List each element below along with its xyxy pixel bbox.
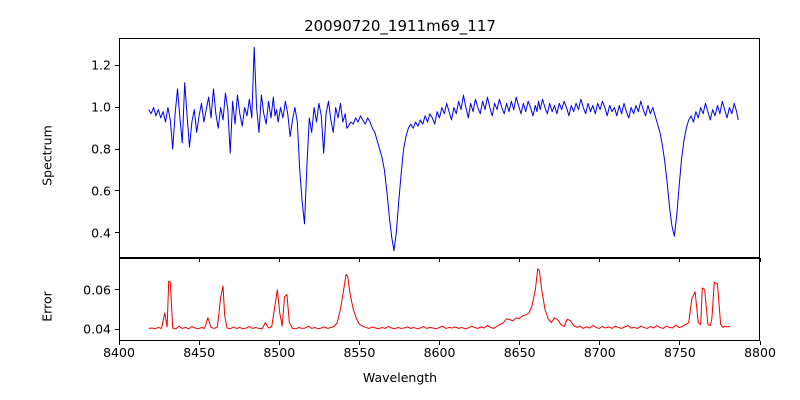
x-tick-label-8400: 8400 bbox=[103, 345, 135, 360]
x-tick-mark-top-8750 bbox=[679, 258, 681, 262]
error-plot-area bbox=[120, 259, 759, 340]
y-axis-label-error: Error bbox=[39, 291, 55, 322]
x-tick-mark-top-8400 bbox=[118, 258, 120, 262]
x-axis-label: Wavelength bbox=[362, 370, 438, 385]
y-tick-mark-spectrum-1.0 bbox=[115, 106, 119, 108]
x-tick-label-8600: 8600 bbox=[423, 345, 456, 360]
y-tick-label-spectrum-1.0: 1.0 bbox=[91, 99, 111, 115]
x-tick-mark-8400 bbox=[118, 341, 120, 345]
x-tick-mark-8500 bbox=[278, 341, 280, 345]
spectrum-line bbox=[149, 47, 738, 250]
x-tick-label-8800: 8800 bbox=[744, 345, 776, 360]
y-axis-label-spectrum: Spectrum bbox=[39, 125, 55, 186]
x-tick-mark-top-8450 bbox=[198, 258, 200, 262]
x-tick-mark-top-8550 bbox=[358, 258, 360, 262]
x-tick-mark-8600 bbox=[439, 341, 440, 345]
x-tick-mark-top-8800 bbox=[759, 258, 761, 262]
y-tick-label-spectrum-0.6: 0.6 bbox=[91, 183, 111, 199]
y-tick-mark-spectrum-1.2 bbox=[115, 64, 119, 66]
x-tick-label-8550: 8550 bbox=[343, 345, 376, 360]
x-tick-mark-8650 bbox=[519, 341, 521, 345]
x-tick-mark-top-8700 bbox=[599, 258, 601, 262]
x-tick-mark-8800 bbox=[759, 341, 761, 345]
y-tick-label-spectrum-0.4: 0.4 bbox=[91, 225, 111, 241]
x-tick-mark-top-8600 bbox=[439, 258, 440, 262]
x-tick-label-8750: 8750 bbox=[663, 345, 696, 360]
x-tick-mark-top-8500 bbox=[278, 258, 280, 262]
spectrum-panel bbox=[119, 38, 760, 258]
y-tick-mark-spectrum-0.8 bbox=[115, 148, 119, 150]
y-tick-mark-error-0.06 bbox=[115, 289, 119, 291]
y-tick-mark-spectrum-0.6 bbox=[115, 190, 119, 192]
x-tick-mark-8750 bbox=[679, 341, 681, 345]
x-tick-label-8500: 8500 bbox=[263, 345, 296, 360]
y-tick-label-error-0.06: 0.06 bbox=[83, 282, 111, 298]
error-line bbox=[149, 269, 730, 329]
x-tick-label-8650: 8650 bbox=[503, 345, 536, 360]
y-tick-mark-error-0.04 bbox=[115, 328, 119, 330]
spectrum-plot-area bbox=[120, 39, 759, 257]
y-tick-label-spectrum-1.2: 1.2 bbox=[91, 57, 111, 73]
x-tick-mark-8550 bbox=[358, 341, 360, 345]
x-tick-mark-top-8650 bbox=[519, 258, 521, 262]
y-tick-mark-spectrum-0.4 bbox=[115, 232, 119, 234]
x-tick-label-8700: 8700 bbox=[583, 345, 616, 360]
y-tick-label-error-0.04: 0.04 bbox=[83, 321, 111, 337]
x-tick-mark-8700 bbox=[599, 341, 601, 345]
x-tick-mark-8450 bbox=[198, 341, 200, 345]
error-panel bbox=[119, 258, 760, 341]
chart-title: 20090720_1911m69_117 bbox=[304, 17, 496, 35]
x-tick-label-8450: 8450 bbox=[183, 345, 216, 360]
y-tick-label-spectrum-0.8: 0.8 bbox=[91, 141, 111, 157]
